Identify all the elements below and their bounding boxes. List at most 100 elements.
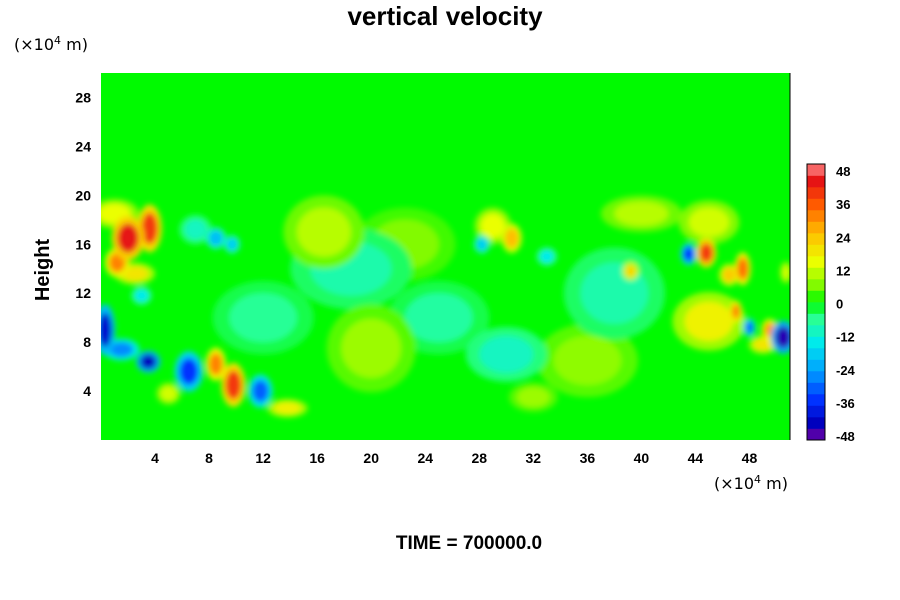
x-tick-label: 44 (688, 450, 704, 466)
y-tick-label: 24 (75, 138, 91, 154)
colorbar-tick-label: 36 (836, 197, 850, 212)
colorbar-tick-label: 0 (836, 297, 843, 312)
field-core-9 (296, 207, 351, 257)
field-core-38 (683, 246, 695, 262)
y-tick-label: 16 (75, 236, 91, 252)
x-tick-label: 20 (363, 450, 379, 466)
field-core-13 (781, 265, 790, 280)
field-core-43 (117, 223, 139, 253)
colorbar-segment (807, 233, 825, 245)
field-core-24 (753, 338, 773, 351)
field-core-1 (229, 293, 297, 343)
colorbar-tick-label: 24 (836, 230, 851, 245)
x-tick-label: 48 (742, 450, 758, 466)
colorbar-segment (807, 267, 825, 280)
field-core-21 (121, 266, 149, 281)
colorbar-segment (807, 175, 825, 188)
colorbar-segment (807, 359, 825, 372)
colorbar-segment (807, 221, 825, 234)
y-axis-label: Height (32, 239, 54, 302)
field-core-11 (614, 201, 669, 226)
field-core-28 (504, 228, 519, 248)
y-tick-label: 12 (75, 285, 91, 301)
field-core-32 (209, 353, 223, 376)
colorbar-segment (807, 198, 825, 211)
y-tick-label: 20 (75, 187, 91, 203)
field-core-18 (540, 250, 554, 263)
colorbar-segment (807, 244, 825, 257)
field-core-16 (134, 289, 149, 302)
field-core-14 (688, 207, 730, 237)
field-core-12 (160, 386, 177, 401)
field-core-25 (209, 230, 223, 246)
colorbar-segment (807, 336, 825, 349)
x-tick-label: 36 (580, 450, 596, 466)
field-core-36 (737, 257, 749, 280)
y-tick-label: 8 (83, 334, 91, 350)
field-core-5 (341, 318, 401, 378)
colorbar-segment (807, 394, 825, 406)
field-core-42 (101, 312, 112, 348)
field-core-37 (179, 358, 199, 385)
field-core-20 (684, 301, 734, 341)
x-tick-label: 8 (205, 450, 213, 466)
field-core-27 (722, 267, 736, 283)
x-unit-label: (×104 m) (714, 473, 788, 493)
colorbar-tick-label: 48 (836, 164, 850, 179)
field-core-26 (625, 265, 636, 278)
colorbar (806, 163, 826, 441)
colorbar-segment (807, 371, 825, 383)
colorbar-tick-labels: 48 36 24 12 0 -12 -24 -36 -48 (836, 164, 856, 444)
y-tick-label: 28 (75, 89, 91, 105)
x-tick-label: 32 (526, 450, 542, 466)
field-core-39 (141, 212, 158, 245)
field-core-19 (273, 402, 301, 415)
colorbar-tick-label: 12 (836, 263, 850, 278)
plot-area (101, 73, 791, 440)
colorbar-segment (807, 428, 825, 441)
field-core-17 (480, 213, 505, 239)
field-core-22 (226, 238, 238, 251)
x-tick-label: 16 (309, 450, 325, 466)
colorbar-tick-label: -36 (836, 396, 855, 411)
field-core-6 (517, 387, 550, 407)
y-tick-label: 4 (83, 383, 91, 399)
x-tick-label: 24 (417, 450, 433, 466)
colorbar-segment (807, 187, 825, 199)
colorbar-segment (807, 382, 825, 395)
field-core-34 (731, 304, 741, 319)
field-core-8 (184, 219, 207, 240)
field-core-23 (476, 238, 488, 251)
x-tick-label: 4 (151, 450, 159, 466)
field-core-33 (252, 380, 269, 403)
colorbar-segment (807, 279, 825, 291)
colorbar-segment (807, 348, 825, 360)
colorbar-frame (806, 163, 826, 441)
x-tick-labels: 4 8 12 16 20 24 28 32 36 40 44 48 (151, 450, 757, 466)
field-core-41 (699, 243, 713, 263)
colorbar-segment (807, 417, 825, 429)
field-core-45 (775, 326, 790, 349)
time-label: TIME = 700000.0 (396, 533, 542, 554)
colorbar-segment (807, 325, 825, 337)
colorbar-segment (807, 164, 825, 176)
x-tick-label: 40 (634, 450, 650, 466)
colorbar-segment (807, 405, 825, 418)
field-core-3 (553, 336, 622, 385)
x-tick-label: 28 (471, 450, 487, 466)
chart-title: vertical velocity (347, 1, 543, 31)
colorbar-tick-label: -48 (836, 429, 855, 444)
field-core-29 (109, 342, 134, 357)
field-core-10 (479, 336, 534, 373)
colorbar-segment (807, 313, 825, 326)
colorbar-segment (807, 290, 825, 303)
colorbar-tick-label: -12 (836, 330, 855, 345)
field-core-35 (745, 321, 754, 334)
velocity-field (101, 195, 790, 418)
y-unit-label: (×104 m) (14, 34, 88, 54)
colorbar-segment (807, 256, 825, 268)
x-tick-label: 12 (255, 450, 271, 466)
y-tick-labels: 4 8 12 16 20 24 28 (75, 89, 91, 399)
colorbar-tick-label: -24 (836, 363, 856, 378)
